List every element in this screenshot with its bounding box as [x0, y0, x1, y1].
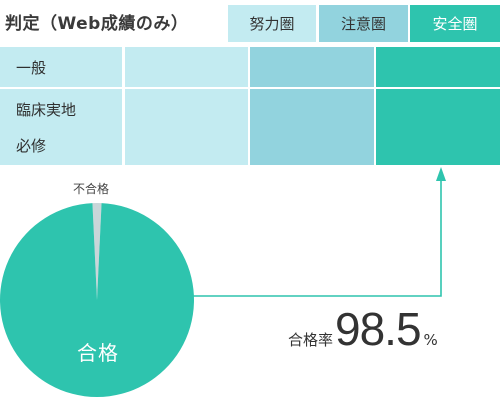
- cell-general-caution: [250, 47, 374, 87]
- pass-rate-unit: %: [423, 331, 438, 349]
- cell-general-safe: [376, 47, 500, 87]
- judgement-row-general: 一般: [0, 47, 500, 87]
- legend-caution: 注意圏: [319, 5, 408, 42]
- cell-required-safe: [376, 125, 500, 165]
- pass-rate: 合格率 98.5 %: [288, 306, 438, 352]
- pie-slice-pass: [0, 203, 194, 398]
- arrow-connector: [190, 180, 442, 297]
- legend-caution-label: 注意圏: [340, 15, 386, 33]
- cell-clinical-safe: [376, 89, 500, 129]
- cell-required-effort: [125, 125, 248, 165]
- pass-rate-value: 98.5: [335, 303, 422, 355]
- cell-required-caution: [250, 125, 374, 165]
- cell-general-effort: [125, 47, 248, 87]
- pie-label-fail: 不合格: [73, 182, 110, 196]
- chart-title: 判定（Web成績のみ）: [5, 14, 189, 34]
- cell-clinical-caution: [250, 89, 374, 129]
- legend-safe: 安全圏: [410, 5, 500, 42]
- row-label-general: 一般: [0, 47, 122, 87]
- arrow-head: [436, 167, 446, 181]
- row-label-clinical: 臨床実地: [0, 89, 122, 129]
- pass-rate-label: 合格率: [288, 331, 334, 349]
- row-label-required: 必修: [0, 125, 122, 165]
- legend-effort-label: 努力圏: [249, 15, 295, 33]
- cell-clinical-effort: [125, 89, 248, 129]
- legend-safe-label: 安全圏: [432, 15, 478, 33]
- legend-effort: 努力圏: [228, 5, 316, 42]
- judgement-row-required: 必修: [0, 125, 500, 165]
- pie-label-pass: 合格: [77, 341, 119, 365]
- judgement-row-clinical: 臨床実地: [0, 89, 500, 129]
- pie-chart: [0, 202, 194, 398]
- pie-slice-fail: [92, 202, 102, 300]
